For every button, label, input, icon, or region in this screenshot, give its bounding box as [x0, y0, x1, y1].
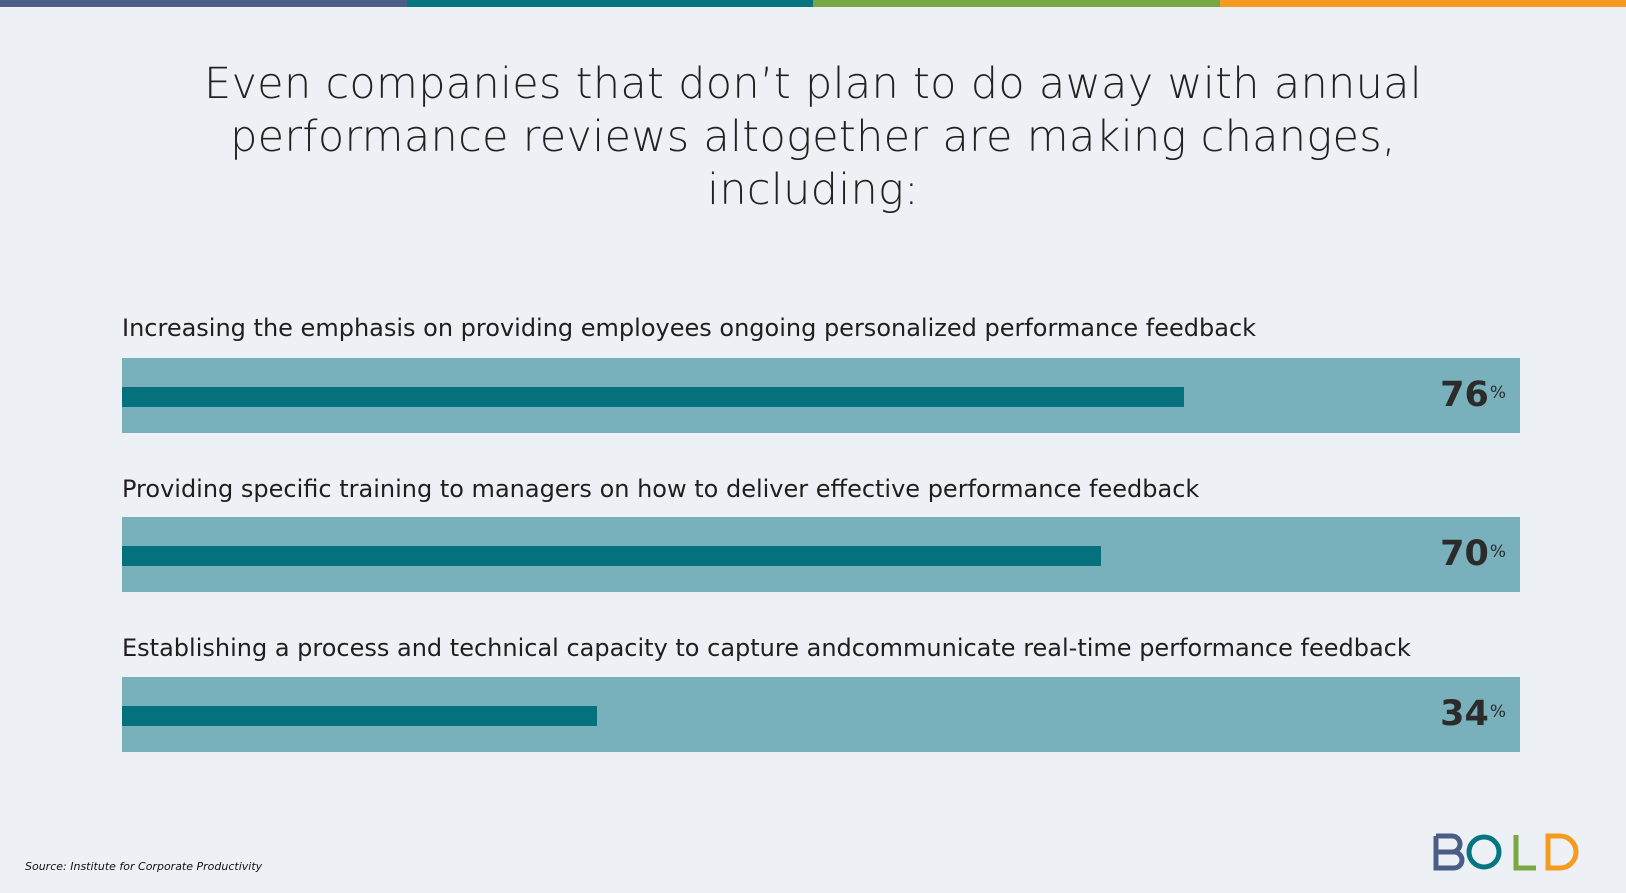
- bar: [122, 546, 1101, 566]
- bar-label: Increasing the emphasis on providing emp…: [122, 314, 1257, 342]
- stripe-segment-green: [813, 0, 1220, 7]
- bar-track: 70%: [122, 517, 1520, 592]
- bar-value-number: 76: [1440, 375, 1489, 415]
- bar-value-label: 76%: [1440, 376, 1506, 414]
- stripe-segment-orange: [1219, 0, 1626, 7]
- bar-label: Establishing a process and technical cap…: [122, 634, 1411, 662]
- bar-track: 34%: [122, 677, 1520, 752]
- source-note: Source: Institute for Corporate Producti…: [25, 860, 263, 873]
- bar-value-label: 70%: [1440, 535, 1506, 573]
- bar-value-number: 70: [1440, 534, 1489, 574]
- percent-sign: %: [1489, 542, 1506, 562]
- bar-value-label: 34%: [1440, 695, 1506, 733]
- bar: [122, 387, 1185, 407]
- percent-sign: %: [1489, 702, 1506, 722]
- bar-label: Providing specific training to managers …: [122, 475, 1200, 503]
- stripe-segment-teal: [406, 0, 813, 7]
- percent-sign: %: [1489, 383, 1506, 403]
- bar-value-number: 34: [1440, 694, 1489, 734]
- top-color-stripe: [0, 0, 1626, 7]
- bar-track: 76%: [122, 358, 1520, 433]
- stripe-segment-blue: [0, 0, 407, 7]
- chart-title: Even companies that don’t plan to do awa…: [203, 59, 1423, 215]
- bold-logo-icon: [1433, 833, 1579, 871]
- bar: [122, 706, 598, 726]
